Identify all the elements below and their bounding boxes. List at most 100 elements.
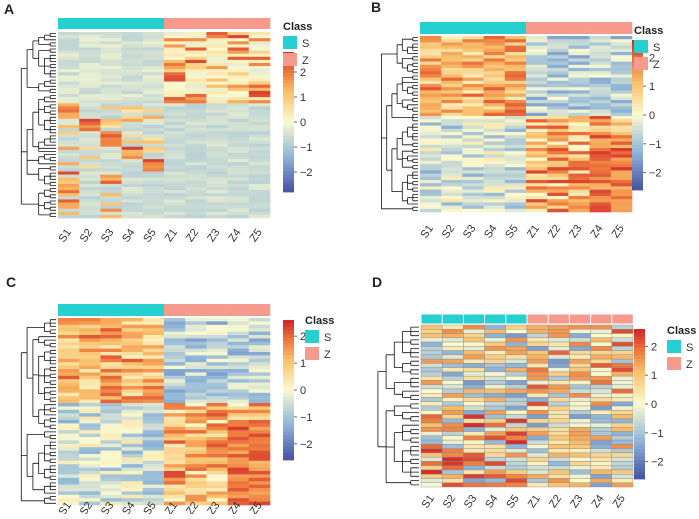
panel-d-cell (442, 418, 464, 424)
panel-c-cell (164, 382, 186, 387)
panel-d-cell (569, 380, 591, 385)
panel-a-dendrogram-branch (49, 54, 56, 62)
panel-d-scale-step (634, 449, 645, 454)
panel-b-cell (589, 160, 612, 165)
panel-b-cell (441, 173, 463, 178)
panel-a-scale-step (283, 115, 294, 119)
panel-a-cell (164, 162, 186, 166)
panel-c-cell (185, 488, 207, 492)
panel-a-cell (227, 118, 250, 123)
panel-b-cell (589, 36, 612, 40)
panel-a-cell (227, 103, 250, 107)
panel-a-cell (227, 131, 250, 135)
panel-d-cell (526, 350, 549, 356)
panel-c-cell (58, 467, 80, 472)
panel-b-cell (547, 84, 569, 88)
panel-b-cell (441, 170, 463, 174)
panel-b-cell (483, 208, 506, 213)
panel-c-legend-title: Class (305, 315, 334, 327)
panel-a-cell (79, 97, 101, 101)
panel-a-cell (206, 190, 228, 194)
panel-a-col-label: Z2 (184, 227, 201, 244)
panel-a-cell (248, 177, 271, 182)
panel-c-dendrogram-branch (38, 336, 56, 343)
panel-c-cell (121, 460, 144, 465)
panel-a-cell (58, 121, 80, 126)
panel-d-cell (484, 452, 507, 458)
panel-c-cell (206, 324, 228, 329)
panel-a-cell (164, 90, 186, 95)
panel-d-cell (590, 405, 612, 411)
panel-a-cell (248, 106, 271, 110)
panel-d-scale-step (634, 452, 645, 457)
panel-c-cell (227, 355, 250, 360)
panel-b-cell (483, 42, 506, 46)
panel-d-cell (505, 405, 528, 411)
panel-c-cell (164, 396, 186, 400)
panel-c-cell (185, 362, 207, 366)
panel-c-cell (79, 494, 101, 499)
panel-d-class-cell (505, 313, 528, 325)
panel-b-cell (504, 96, 527, 101)
panel-d-cell (463, 461, 485, 466)
panel-a-legend-swatch (283, 36, 297, 49)
panel-a-cell (142, 121, 165, 126)
panel-a-cell (206, 69, 228, 73)
panel-d-cell (611, 393, 634, 398)
panel-b-cell (462, 199, 484, 203)
panel-b-cell (610, 122, 633, 126)
panel-d-dendrogram-branch (410, 326, 419, 337)
panel-a-cell (185, 35, 207, 39)
panel-b-cell (483, 205, 506, 210)
panel-a-cell (227, 199, 250, 203)
panel-d-cell (463, 431, 485, 437)
panel-d-cell (484, 456, 507, 462)
panel-d-label: D (372, 274, 382, 290)
panel-d-cell (611, 478, 634, 483)
panel-b-cell (420, 84, 442, 88)
panel-b-cell (420, 39, 442, 43)
panel-c-cell (121, 464, 144, 468)
panel-b-cell (526, 180, 548, 184)
panel-c-cell (185, 477, 207, 482)
panel-c-cell (142, 413, 165, 417)
panel-c-cell (164, 331, 186, 336)
panel-b-cell (420, 173, 442, 178)
panel-a-cell (164, 183, 186, 188)
panel-a-cell (79, 202, 101, 206)
panel-d-cell (590, 469, 612, 475)
panel-c-cell (142, 365, 165, 370)
panel-d-cell (611, 363, 634, 368)
panel-c-cell (185, 433, 207, 438)
panel-b-cell (610, 74, 633, 78)
panel-b-cell (547, 45, 569, 50)
panel-b-cell (526, 157, 548, 162)
panel-a-cell (58, 63, 80, 67)
panel-d-cell (484, 461, 507, 466)
panel-c-cell (121, 358, 144, 363)
panel-d-legend-entry: S (686, 342, 693, 354)
panel-d-cell (611, 474, 634, 479)
panel-b-cell (526, 122, 548, 126)
panel-b-cell (420, 125, 442, 130)
panel-d-cell (569, 371, 591, 377)
panel-d-cell (611, 384, 634, 390)
panel-d-dendrogram-branch (410, 429, 419, 435)
panel-c-cell (164, 457, 186, 462)
panel-a-cell (79, 152, 101, 157)
panel-b-cell (462, 93, 484, 98)
panel-d-cell (569, 346, 591, 351)
panel-a-cell (248, 202, 271, 206)
panel-d-cell (442, 393, 464, 398)
panel-d-cell (548, 465, 570, 471)
panel-b-cell (526, 160, 548, 165)
panel-a-cell (185, 208, 207, 213)
panel-b-cell (610, 55, 633, 59)
panel-a-cell (142, 146, 165, 151)
panel-a-cell (121, 59, 144, 64)
panel-c-cell (185, 369, 207, 373)
panel-d-cell (484, 431, 507, 437)
panel-c-cell (121, 399, 144, 404)
panel-d-dendrogram-branch (402, 363, 411, 373)
